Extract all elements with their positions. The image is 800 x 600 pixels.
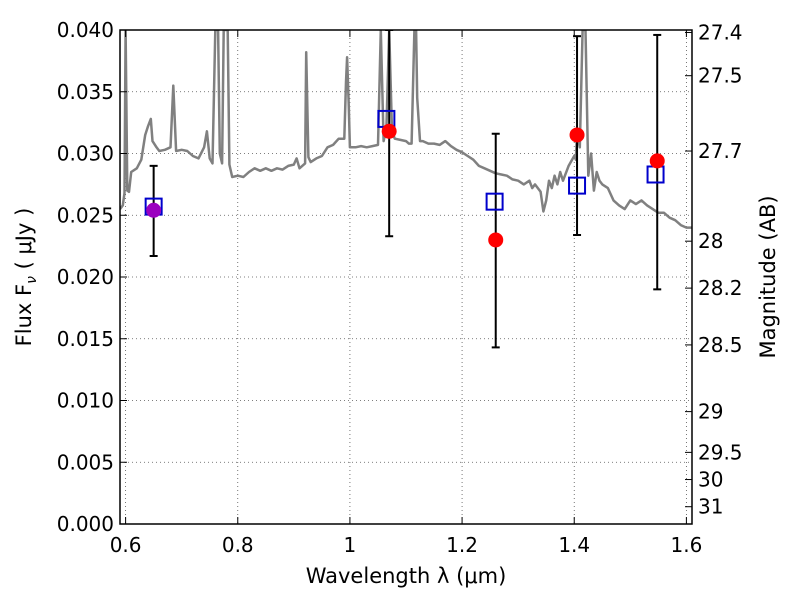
y2-tick-label: 27.5 (698, 64, 743, 88)
measured-point (488, 232, 504, 248)
x-tick-label: 1.6 (670, 533, 702, 557)
y2-tick-label: 30 (698, 468, 723, 492)
y2-tick-label: 28 (698, 229, 723, 253)
y-axis-ticks: 0.000 0.005 0.010 0.015 0.020 0.025 0.030 0.035… (57, 18, 127, 536)
y2-tick-label: 28.2 (698, 276, 743, 300)
model-point (485, 192, 504, 211)
y-tick-label: 0.000 (57, 512, 114, 536)
y2-tick-label: 29 (698, 400, 723, 424)
y2-tick-label: 29.5 (698, 440, 743, 464)
x-tick-label: 0.6 (110, 533, 142, 557)
measured-points (146, 123, 665, 248)
y-tick-label: 0.035 (57, 80, 114, 104)
x-axis-ticks: 0.6 0.8 1 1.2 1.4 1.6 (110, 30, 702, 557)
spectrum-line (120, 30, 692, 229)
model-spectrum (120, 30, 692, 229)
measured-point (381, 123, 397, 139)
y-tick-label: 0.010 (57, 389, 114, 413)
y-axis-label-unit: ( μJy ) (12, 208, 36, 276)
model-point (646, 165, 665, 184)
y2-tick-label: 27.7 (698, 139, 743, 163)
y-axis-label-sub: ν (24, 276, 40, 284)
y-tick-label: 0.040 (57, 18, 114, 42)
grid-lines (120, 30, 692, 524)
y-axis-label: Flux Fν ( μJy ) (12, 208, 40, 347)
y-tick-label: 0.005 (57, 450, 114, 474)
y2-tick-label: 28.5 (698, 333, 743, 357)
model-point (568, 176, 587, 195)
y-tick-label: 0.030 (57, 142, 114, 166)
y2-axis-ticks: 27.4 27.5 27.7 28 28.2 28.5 29 29.5 30 31 (685, 20, 743, 519)
y2-tick-label: 31 (698, 495, 723, 519)
y-axis-label-main: Flux F (12, 284, 36, 346)
x-tick-label: 1 (344, 533, 357, 557)
x-tick-label: 0.8 (222, 533, 254, 557)
y2-axis-label: Magnitude (AB) (756, 195, 780, 358)
y2-tick-label: 27.4 (698, 20, 743, 44)
plot-frame (119, 29, 693, 525)
y-tick-label: 0.020 (57, 265, 114, 289)
y-tick-label: 0.015 (57, 327, 114, 351)
y-tick-label: 0.025 (57, 203, 114, 227)
measured-point (649, 153, 665, 169)
x-tick-label: 1.4 (558, 533, 590, 557)
measured-point (569, 127, 585, 143)
measured-point (146, 202, 162, 218)
x-tick-label: 1.2 (446, 533, 478, 557)
x-axis-label: Wavelength λ (μm) (306, 564, 507, 588)
